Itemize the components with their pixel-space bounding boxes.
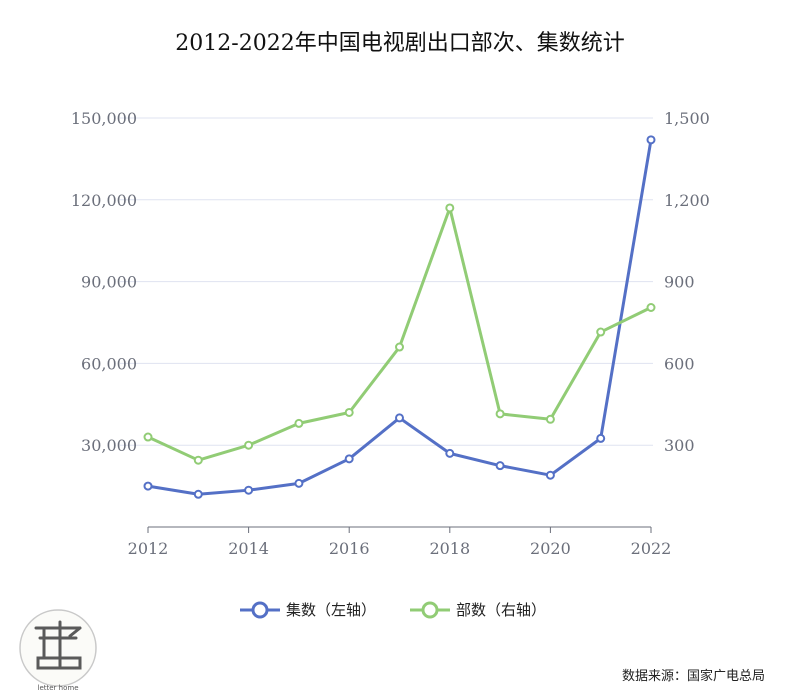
legend-label-episodes: 集数（左轴）: [286, 601, 376, 619]
source-note: 数据来源：国家广电总局: [622, 668, 765, 684]
data-point-titles: [545, 414, 555, 424]
data-point-episodes: [244, 485, 254, 495]
y-right-tick-label: 600: [664, 354, 695, 373]
x-tick-label: 2012: [128, 539, 169, 558]
y-left-tick-label: 90,000: [81, 273, 137, 292]
series-episodes: [143, 135, 656, 499]
data-point-titles: [596, 327, 606, 337]
x-tick-label: 2016: [329, 539, 370, 558]
y-left-tick-label: 120,000: [71, 191, 137, 210]
data-point-titles: [193, 455, 203, 465]
grid-lines: [120, 117, 653, 446]
data-point-episodes: [143, 481, 153, 491]
data-point-episodes: [445, 448, 455, 458]
legend-item-titles[interactable]: 部数（右轴）: [410, 601, 546, 619]
y-right-tick-label: 300: [664, 436, 695, 455]
y-left-tick-label: 30,000: [81, 436, 137, 455]
legend[interactable]: 集数（左轴） 部数（右轴）: [240, 601, 546, 619]
y-right-tick-label: 900: [664, 273, 695, 292]
x-tick-label: 2014: [228, 539, 269, 558]
x-tick-label: 2018: [429, 539, 470, 558]
data-point-episodes: [545, 470, 555, 480]
legend-marker-episodes: [251, 601, 269, 619]
data-point-titles: [495, 409, 505, 419]
series-line-episodes: [147, 139, 653, 496]
data-point-titles: [445, 203, 455, 213]
series-titles: [143, 203, 656, 465]
x-tick-label: 2020: [530, 539, 571, 558]
data-point-episodes: [596, 433, 606, 443]
data-point-titles: [143, 432, 153, 442]
data-point-episodes: [193, 489, 203, 499]
data-point-titles: [646, 303, 656, 313]
legend-item-episodes[interactable]: 集数（左轴）: [240, 601, 376, 619]
letter-home-logo: letter home: [19, 609, 97, 692]
axes: 30,000 60,000 90,000 120,000 150,000 300 600 90…: [71, 109, 710, 558]
y-right-tick-label: 1,500: [664, 109, 710, 128]
data-point-titles: [344, 407, 354, 417]
legend-marker-titles: [421, 601, 439, 619]
data-point-titles: [244, 440, 254, 450]
y-left-tick-label: 150,000: [71, 109, 137, 128]
logo-text: letter home: [38, 684, 79, 692]
data-point-episodes: [395, 413, 404, 423]
chart-title: 2012-2022年中国电视剧出口部次、集数统计: [175, 31, 624, 56]
legend-label-titles: 部数（右轴）: [456, 601, 546, 619]
y-left-tick-label: 60,000: [81, 354, 137, 373]
data-point-episodes: [495, 461, 505, 471]
y-right-tick-label: 1,200: [664, 191, 710, 210]
data-point-episodes: [646, 135, 656, 145]
x-tick-label: 2022: [631, 539, 672, 558]
data-point-titles: [395, 342, 404, 352]
series-layer: [143, 135, 656, 499]
data-point-episodes: [294, 478, 304, 488]
data-point-episodes: [344, 454, 354, 464]
data-point-titles: [294, 418, 304, 428]
